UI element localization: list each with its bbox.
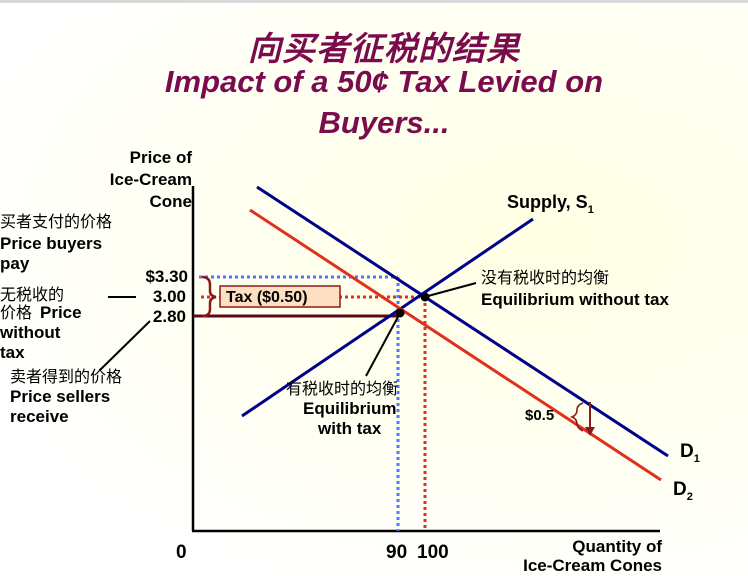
supply-curve-label: Supply, S1 xyxy=(507,192,594,216)
y-axis-label-line2: Ice-Cream xyxy=(110,170,192,189)
x-axis-label-line2: Ice-Cream Cones xyxy=(523,556,662,575)
pointer-sellers-price xyxy=(99,320,151,371)
sellers-receive-label-cn: 卖者得到的价格 xyxy=(10,367,122,386)
demand-d1-label: D1 xyxy=(680,441,700,465)
tax-label: Tax ($0.50) xyxy=(226,289,308,306)
supply-curve xyxy=(241,217,534,418)
x-tick-100: 100 xyxy=(417,542,449,563)
y-axis-label-line1: Price of xyxy=(130,148,193,167)
equilibrium-with-tax-point xyxy=(395,308,405,318)
title-english-line1: Impact of a 50¢ Tax Levied on xyxy=(164,64,604,99)
x-tick-90: 90 xyxy=(386,542,407,563)
y-axis-label-line3: Cone xyxy=(150,192,193,211)
eq-with-tax-label-en1: Equilibrium xyxy=(303,399,397,418)
no-tax-label-en3: tax xyxy=(0,343,25,362)
shift-bracket xyxy=(569,402,584,432)
shift-arrow-head xyxy=(585,427,595,436)
tax-label-box xyxy=(219,285,341,308)
demand-curve-d2 xyxy=(249,208,662,482)
tax-bracket xyxy=(201,275,217,318)
eq-with-tax-label-en2: with tax xyxy=(317,419,382,438)
buyers-pay-label-en1: Price buyers xyxy=(0,234,102,253)
shift-amount-label: $0.5 xyxy=(525,407,554,424)
no-tax-label-en2: without xyxy=(0,323,61,342)
demand-curve-d1 xyxy=(256,185,669,458)
equilibrium-no-tax-point xyxy=(420,292,430,302)
price-no-tax-tick: 3.00 xyxy=(153,287,186,306)
eq-with-tax-label-cn: 有税收时的均衡 xyxy=(286,379,398,398)
title-english-line2: Buyers... xyxy=(318,105,450,140)
buyers-pay-label-en2: pay xyxy=(0,254,30,273)
buyers-pay-label-cn: 买者支付的价格 xyxy=(0,212,112,231)
title-chinese: 向买者征税的结果 xyxy=(248,30,520,67)
sellers-receive-label-en2: receive xyxy=(10,407,69,426)
origin-label: 0 xyxy=(176,542,187,563)
no-tax-label-cn2: 价格 xyxy=(0,303,32,322)
sellers-receive-label-en1: Price sellers xyxy=(10,387,110,406)
no-tax-label-cn1: 无税收的 xyxy=(0,285,64,304)
eq-no-tax-label-en: Equilibrium without tax xyxy=(481,290,669,309)
demand-d2-label: D2 xyxy=(673,479,693,503)
price-buyers-pay-tick: $3.30 xyxy=(145,267,188,286)
pointer-eq-no-tax xyxy=(427,282,477,297)
top-border xyxy=(0,0,748,3)
eq-no-tax-label-cn: 没有税收时的均衡 xyxy=(481,268,609,287)
price-sellers-receive-tick: 2.80 xyxy=(153,307,186,326)
no-tax-label-en1: Price xyxy=(40,303,82,322)
x-axis-label-line1: Quantity of xyxy=(572,537,662,556)
pointer-eq-with-tax xyxy=(365,314,400,377)
